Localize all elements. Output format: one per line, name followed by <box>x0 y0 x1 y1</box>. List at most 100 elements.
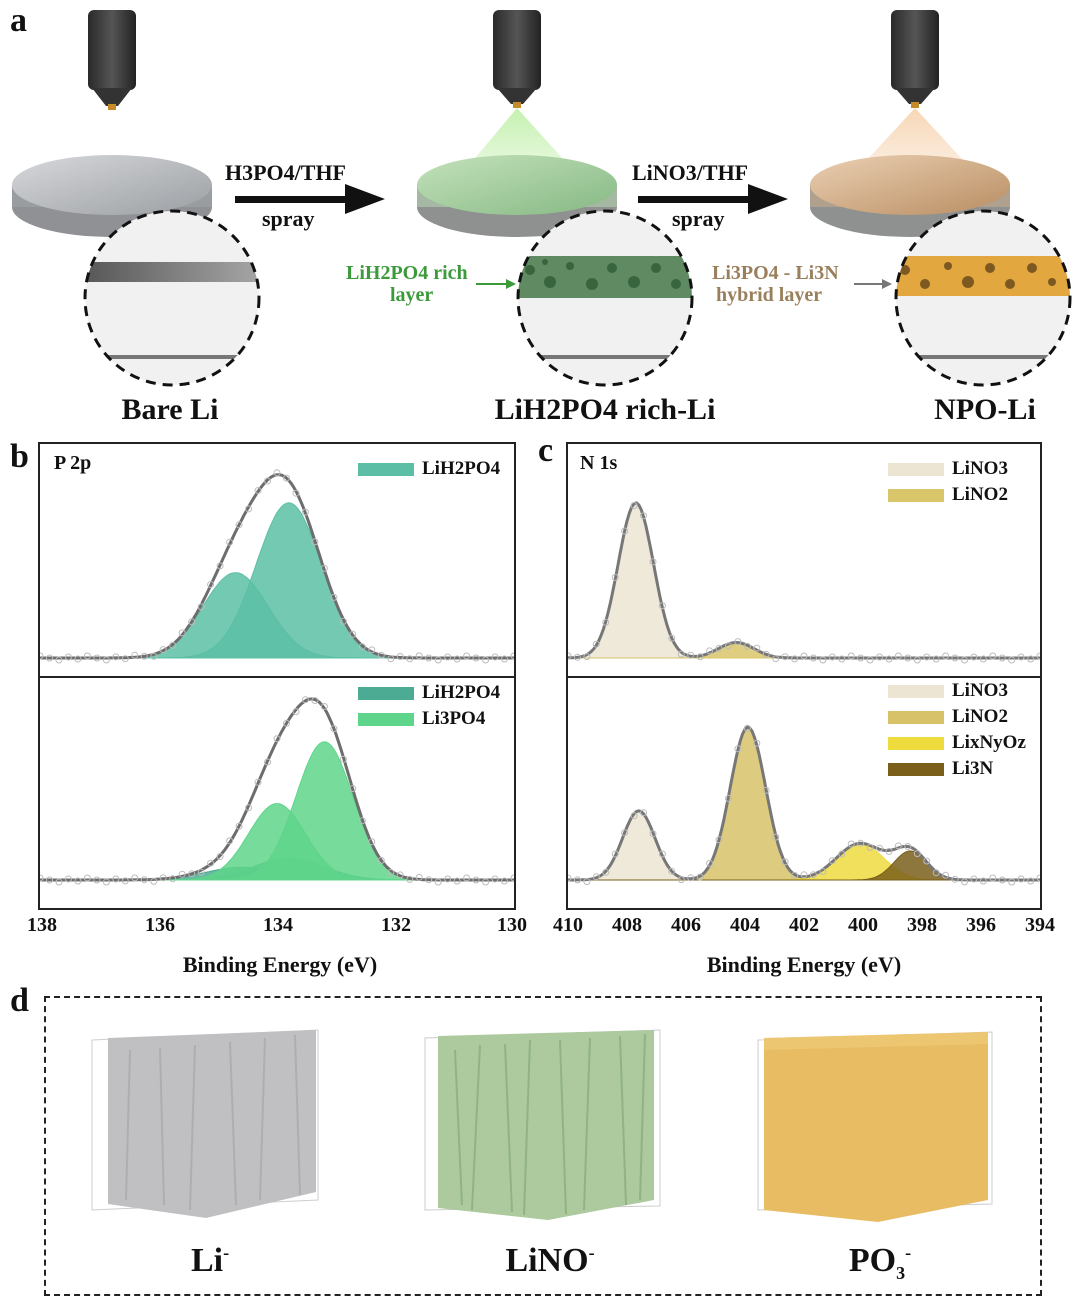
panel-c-legend-top-1: LiNO2 <box>888 484 1008 506</box>
raw-point <box>264 477 271 485</box>
raw-point <box>463 874 471 882</box>
raw-point <box>658 850 666 858</box>
raw-point <box>216 853 224 860</box>
raw-point <box>235 822 243 830</box>
raw-point <box>283 719 290 727</box>
raw-point <box>998 654 1006 662</box>
raw-point <box>320 703 328 710</box>
nozzle-3 <box>891 10 939 108</box>
panel-c-frame: N 1s LiNO3 LiNO2 LiNO3 LiNO2 LixNyOz Li3… <box>566 442 1042 910</box>
raw-point <box>857 654 865 662</box>
raw-point <box>339 617 347 625</box>
raw-point <box>828 653 836 661</box>
raw-point <box>311 538 319 546</box>
arrow-2-bottom-label: spray <box>672 206 725 231</box>
c-xtick-6: 398 <box>907 914 937 936</box>
b-xtick-0: 138 <box>27 914 57 936</box>
raw-point <box>396 871 404 879</box>
raw-point <box>913 656 921 664</box>
raw-point <box>207 581 215 588</box>
legend-label: LiNO2 <box>952 484 1008 505</box>
raw-point <box>687 874 695 882</box>
raw-point <box>46 876 53 884</box>
raw-point <box>904 654 912 662</box>
raw-point <box>112 653 120 661</box>
cube-label-li-text: Li <box>190 1242 224 1279</box>
raw-point <box>762 786 770 794</box>
raw-point <box>178 870 186 878</box>
layer-label-green-2: layer <box>390 284 434 306</box>
panel-c-legend-top-0: LiNO3 <box>888 458 1008 480</box>
raw-point <box>93 654 101 662</box>
legend-swatch <box>888 462 944 476</box>
raw-point <box>923 653 931 661</box>
cube-po3 <box>757 1031 993 1222</box>
raw-point <box>1017 875 1025 883</box>
raw-point <box>510 652 514 660</box>
raw-point <box>961 656 968 664</box>
disc-lih2po4 <box>417 155 617 237</box>
raw-point <box>264 758 271 766</box>
raw-point <box>649 558 657 566</box>
raw-point <box>791 872 799 879</box>
legend-swatch <box>358 712 414 726</box>
raw-point <box>602 868 610 876</box>
raw-point <box>1008 656 1016 664</box>
raw-point <box>932 869 940 877</box>
b-xtick-2: 134 <box>263 914 293 936</box>
panel-b-divider <box>40 676 514 678</box>
c-xtick-5: 400 <box>848 914 878 936</box>
raw-point <box>809 871 817 879</box>
raw-point <box>696 653 704 661</box>
raw-point <box>377 856 385 864</box>
raw-point <box>387 869 395 876</box>
raw-point <box>453 877 461 885</box>
panel-b-plot <box>40 469 514 886</box>
raw-point <box>979 655 987 663</box>
panel-c-title: N 1s <box>580 452 618 474</box>
panel-a-illustration <box>12 10 1072 387</box>
raw-point <box>387 655 395 663</box>
raw-point <box>472 876 480 884</box>
cube-label-lino-text: LiNO <box>505 1242 589 1279</box>
raw-point <box>491 653 499 661</box>
raw-point <box>630 502 638 510</box>
raw-point <box>83 652 91 660</box>
panel-b-frame: P 2p LiH2PO4 LiH2PO4 Li3PO4 <box>38 442 516 910</box>
raw-point <box>131 874 139 882</box>
raw-point <box>434 656 442 664</box>
raw-point <box>621 829 629 837</box>
raw-point <box>235 521 243 529</box>
raw-point <box>169 875 177 883</box>
legend-swatch <box>888 684 944 698</box>
c-xtick-7: 396 <box>966 914 996 936</box>
raw-point <box>961 878 968 886</box>
raw-point <box>989 652 997 660</box>
raw-point <box>696 873 704 881</box>
raw-point <box>772 655 780 663</box>
raw-point <box>121 655 129 663</box>
raw-point <box>415 873 423 881</box>
raw-point <box>942 652 950 660</box>
raw-point <box>425 876 433 884</box>
raw-point <box>444 653 452 661</box>
b-xtick-4: 130 <box>497 914 527 936</box>
raw-point <box>501 877 508 885</box>
raw-point <box>838 655 846 663</box>
legend-swatch <box>888 762 944 776</box>
raw-point <box>734 638 742 646</box>
raw-point <box>677 876 685 884</box>
raw-point <box>725 795 732 802</box>
raw-point <box>904 843 912 850</box>
layer-label-brown-1: Li3PO4 - Li3N <box>712 262 839 284</box>
raw-point <box>573 653 581 661</box>
raw-point <box>781 653 789 661</box>
arrow-1 <box>235 184 385 214</box>
raw-point <box>687 651 695 659</box>
panel-c-legend-bot-3: Li3N <box>888 758 993 780</box>
raw-point <box>998 876 1006 884</box>
raw-point <box>885 847 893 855</box>
panel-d-cubes <box>91 1029 993 1222</box>
raw-point <box>178 629 186 637</box>
raw-point <box>339 755 347 763</box>
